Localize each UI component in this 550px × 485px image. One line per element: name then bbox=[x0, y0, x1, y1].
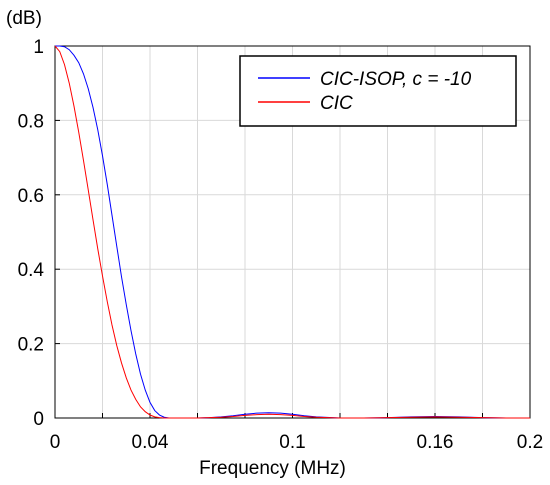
y-tick-label: 1 bbox=[33, 37, 44, 58]
x-tick-label: 0 bbox=[50, 432, 61, 453]
x-tick-label: 0.1 bbox=[279, 432, 305, 453]
legend-label-cic-isop: CIC-ISOP, c = -10 bbox=[320, 69, 472, 90]
y-tick-label: 0.8 bbox=[18, 111, 44, 132]
x-tick-label: 0.04 bbox=[132, 432, 169, 453]
legend: CIC-ISOP, c = -10 CIC bbox=[239, 55, 517, 127]
y-tick-label: 0 bbox=[33, 409, 44, 430]
x-tick-label: 0.2 bbox=[517, 432, 543, 453]
legend-box bbox=[239, 55, 517, 127]
x-axis-title: Frequency (MHz) bbox=[199, 458, 346, 479]
legend-label-cic: CIC bbox=[320, 93, 353, 114]
series-lines bbox=[54, 45, 530, 419]
y-tick-labels: 0 0.2 0.4 0.6 0.8 1 bbox=[18, 37, 45, 430]
series-line-1 bbox=[54, 45, 530, 419]
y-tick-label: 0.4 bbox=[18, 260, 45, 281]
y-tick-label: 0.2 bbox=[18, 335, 44, 356]
x-tick-label: 0.16 bbox=[417, 432, 454, 453]
y-axis-title: (dB) bbox=[6, 8, 42, 29]
x-tick-labels: 0 0.04 0.1 0.16 0.2 bbox=[50, 432, 544, 453]
y-tick-label: 0.6 bbox=[18, 186, 44, 207]
